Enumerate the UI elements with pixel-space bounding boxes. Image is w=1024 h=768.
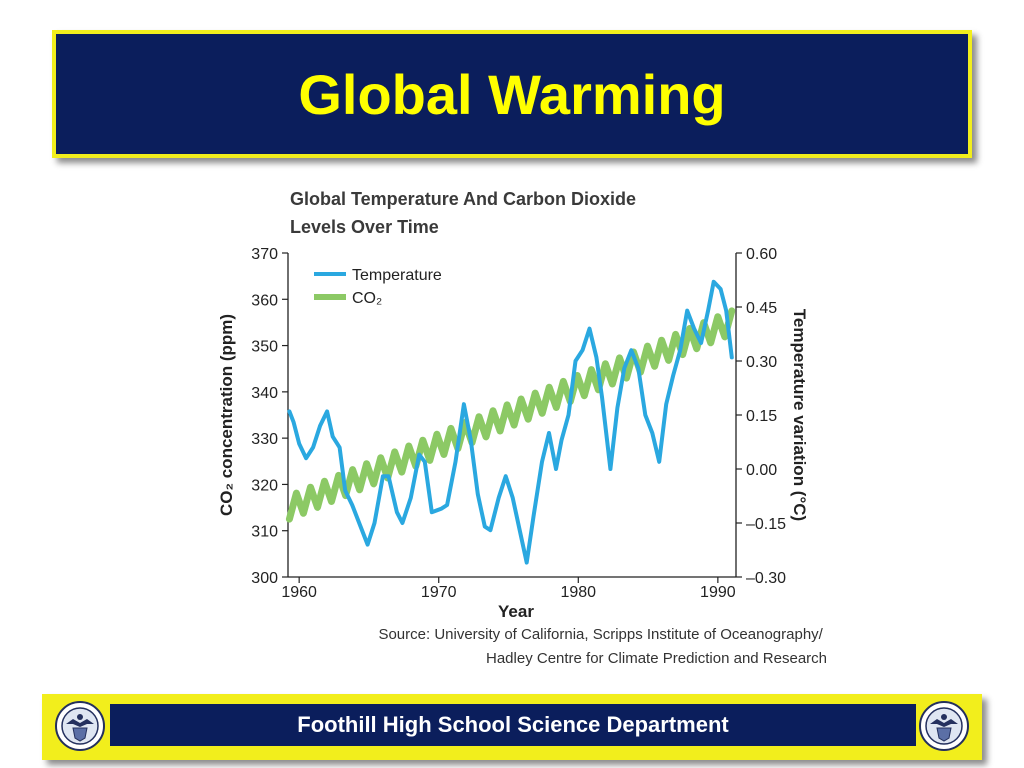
co2-line	[285, 307, 736, 523]
temperature-series	[287, 279, 734, 565]
legend-co2-label: CO₂	[352, 290, 382, 307]
page-title: Global Warming	[298, 62, 726, 126]
y-left-tick-label: 330	[251, 431, 278, 448]
chart-legend: Temperature CO₂	[314, 267, 442, 307]
y-left-tick-label: 340	[251, 385, 278, 402]
chart-title-line-1: Global Temperature And Carbon Dioxide	[290, 189, 636, 209]
school-seal-icon	[919, 701, 969, 751]
chart-title: Global Temperature And Carbon Dioxide Le…	[290, 189, 641, 237]
x-axis-title: Year	[498, 602, 534, 621]
title-banner: Global Warming	[52, 30, 972, 158]
y-right-tick-label: 0.45	[746, 300, 777, 317]
y-right-tick-label: 0.60	[746, 246, 777, 263]
chart-source-line-1: Source: University of California, Scripp…	[378, 626, 823, 643]
chart-source-line-2: Hadley Centre for Climate Prediction and…	[486, 650, 827, 667]
chart-title-line-2: Levels Over Time	[290, 217, 439, 237]
footer-bar: Foothill High School Science Department	[42, 694, 982, 760]
chart-axes: 300 310 320 330 340 350 360 370 0.60 0.45 0.30 0.15…	[217, 246, 809, 621]
chart-source: Source: University of California, Scripp…	[378, 626, 827, 667]
chart-figure: Global Temperature And Carbon Dioxide Le…	[190, 172, 838, 680]
y-right-tick-label: 0.15	[746, 408, 777, 425]
y-left-axis-title: CO₂ concentration (ppm)	[217, 314, 236, 516]
y-right-tick-label: 0.30	[746, 354, 777, 371]
y-left-tick-label: 310	[251, 524, 278, 541]
y-right-tick-label: –0.30	[746, 570, 786, 587]
school-seal-icon	[55, 701, 105, 751]
footer-label-box: Foothill High School Science Department	[110, 704, 916, 746]
y-left-tick-label: 300	[251, 570, 278, 587]
y-right-tick-label: –0.15	[746, 516, 786, 533]
chart-svg: Global Temperature And Carbon Dioxide Le…	[217, 189, 827, 667]
temperature-line	[287, 279, 734, 565]
legend-temperature-label: Temperature	[352, 267, 442, 284]
x-tick-label: 1980	[560, 584, 596, 601]
x-tick-label: 1960	[281, 584, 317, 601]
y-right-tick-label: 0.00	[746, 462, 777, 479]
y-left-tick-label: 320	[251, 477, 278, 494]
y-left-tick-label: 360	[251, 292, 278, 309]
co2-series	[285, 307, 736, 523]
x-tick-label: 1970	[421, 584, 457, 601]
footer-text: Foothill High School Science Department	[297, 712, 729, 737]
x-tick-label: 1990	[700, 584, 736, 601]
y-right-axis-title: Temperature variation (°C)	[790, 309, 809, 521]
y-left-tick-label: 350	[251, 339, 278, 356]
y-left-tick-label: 370	[251, 246, 278, 263]
